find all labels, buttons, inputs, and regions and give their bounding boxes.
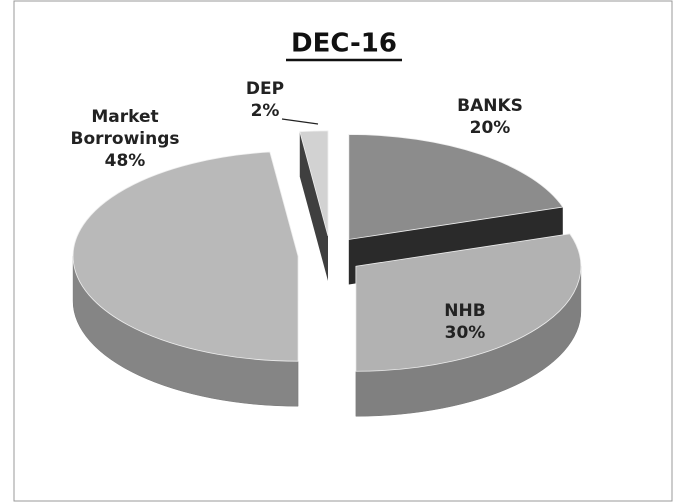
category-label: BANKS [457, 96, 523, 116]
value-label: 30% [444, 323, 486, 343]
value-label: 20% [469, 118, 511, 138]
slice-label: BANKS 20% [440, 95, 540, 139]
leader-line [281, 118, 319, 125]
chart-title: DEC-16 [291, 29, 397, 59]
slice-wall [299, 131, 328, 281]
slice-top [72, 151, 299, 362]
slice-label: DEP 2% [225, 78, 305, 122]
slice-label: NHB 30% [410, 300, 520, 344]
value-label: 48% [104, 151, 146, 171]
category-label: NHB [444, 301, 486, 321]
slice-top [348, 134, 564, 240]
category-label: DEP [245, 79, 285, 99]
slice-label: Market Borrowings 48% [60, 106, 190, 172]
category-label: Market Borrowings [70, 107, 180, 149]
slice-top [299, 130, 329, 236]
slice-top [355, 233, 582, 372]
value-label: 2% [250, 101, 280, 121]
